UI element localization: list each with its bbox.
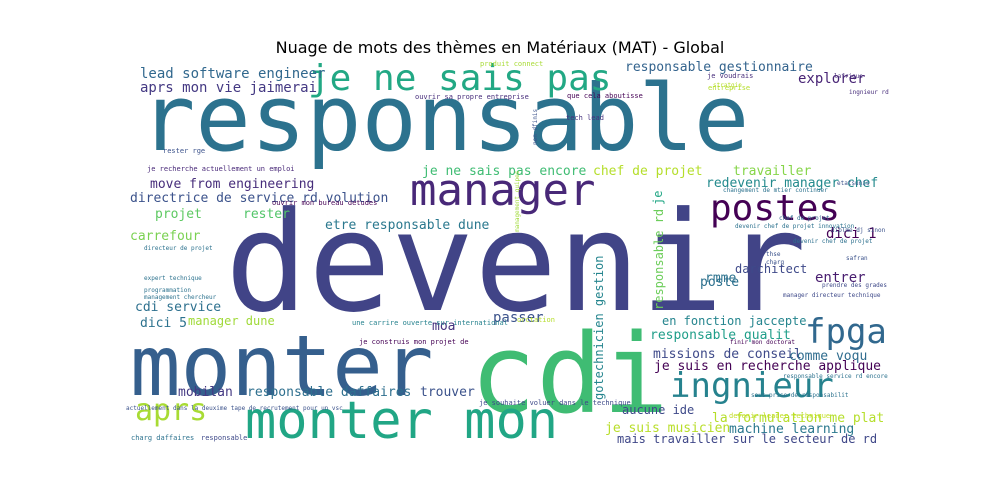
word-1: devenir xyxy=(225,182,807,343)
word-29: poste xyxy=(700,275,739,290)
word-30: cdi service xyxy=(135,300,221,315)
word-15: je ne sais pas encore xyxy=(422,164,587,179)
word-28: entrer xyxy=(815,270,866,286)
word-67: expert technique xyxy=(144,275,202,282)
word-11: lead software engineer xyxy=(140,66,325,82)
word-78: changement de mtier continuer xyxy=(723,187,828,194)
word-73: je souhaite voluer dans le technique xyxy=(479,399,631,407)
word-35: en fonction jaccepte xyxy=(662,314,807,328)
word-48: je suis musicien xyxy=(605,421,730,436)
word-77: finir mon doctorat xyxy=(730,339,795,346)
word-50: mais travailler sur le secteur de rd xyxy=(617,432,877,446)
word-4: monter mon xyxy=(245,391,558,451)
word-59: prendre des grades xyxy=(822,282,887,289)
word-88: nen dfinis xyxy=(532,108,539,145)
word-7: postes xyxy=(710,188,840,229)
word-19: move from engineering xyxy=(150,177,314,192)
word-49: machine learning xyxy=(729,422,854,437)
word-23: etre responsable dune xyxy=(325,218,490,233)
word-76: responsable xyxy=(201,434,247,442)
word-22: rester xyxy=(243,207,290,222)
word-40: mobilan xyxy=(178,385,233,400)
word-62: etatsunis xyxy=(837,180,870,187)
word-69: management chercheur xyxy=(144,294,217,301)
word-18: redevenir manager chef xyxy=(706,176,878,191)
word-26: darchitect xyxy=(735,262,807,276)
word-31: moa xyxy=(432,319,455,334)
word-38: comme voqu xyxy=(789,349,867,364)
word-14: explorer xyxy=(798,71,865,87)
word-83: produit connect xyxy=(480,60,543,68)
word-39: je suis en recherche applique xyxy=(654,359,881,374)
word-66: directeur de projet xyxy=(144,245,213,252)
word-87: rester rge xyxy=(163,147,205,155)
word-60: ingnieur rd xyxy=(849,89,889,96)
word-42: trouver xyxy=(420,385,475,400)
word-17: travailler xyxy=(733,164,811,179)
word-52: entreprise xyxy=(708,84,750,92)
word-33: dici 5 xyxy=(140,316,187,331)
word-89: sous prise de responsabilit xyxy=(751,392,849,399)
word-54: chef de projet xyxy=(779,215,830,222)
word-45: je xyxy=(651,191,665,205)
word-75: charg daffaires xyxy=(131,434,194,442)
word-37: missions de conseil xyxy=(653,347,802,362)
word-46: aucune ide xyxy=(622,403,694,417)
word-41: responsable daffaires xyxy=(247,385,411,400)
word-80: ouvrir sa propre entreprise xyxy=(415,93,529,101)
word-27: rmme xyxy=(705,271,736,286)
word-61: lafrique xyxy=(834,73,863,80)
word-55: safran xyxy=(846,255,868,262)
word-74: actuellement dans la deuxime tape de rec… xyxy=(126,405,343,412)
word-9: fpga xyxy=(805,312,887,352)
word-90: stratgie xyxy=(713,82,742,89)
word-56: thse xyxy=(766,251,781,258)
word-85: orctation xyxy=(517,316,555,324)
word-36: responsable qualit xyxy=(650,328,791,343)
word-82: je voudrais xyxy=(707,72,753,80)
word-43: gotechnicien gestion xyxy=(592,256,606,401)
word-5: manager xyxy=(410,165,595,216)
word-81: que cela aboutisse xyxy=(567,92,643,100)
word-2: monter xyxy=(130,317,433,415)
word-10: aprs xyxy=(135,393,207,428)
word-64: devenir leader technique xyxy=(729,412,830,420)
word-53: devenir chef de projet xyxy=(793,238,873,245)
word-13: responsable gestionnaire xyxy=(625,60,813,75)
word-57: charg xyxy=(766,259,784,266)
word-44: responsable rd xyxy=(652,209,666,310)
word-21: projet xyxy=(155,207,202,222)
word-0: responsable xyxy=(140,65,749,172)
word-6: je ne sais pas xyxy=(308,58,611,99)
word-84: responsable service rd encore xyxy=(783,373,888,380)
word-32: passer xyxy=(493,310,544,326)
word-24: carrefour xyxy=(130,229,201,244)
word-65: ouvrir mon bureau detudes xyxy=(272,199,377,207)
word-12: aprs mon vie jaimerai xyxy=(140,80,317,96)
word-20: directrice de service rd volution xyxy=(130,191,388,206)
word-8: ingnieur xyxy=(670,366,834,406)
word-79: devenir chef de projet innovation xyxy=(735,223,855,230)
word-86: management quipes xyxy=(514,170,521,232)
word-58: manager directeur technique xyxy=(783,292,881,299)
word-25: dici 1 xyxy=(826,226,877,242)
word-51: tech lead xyxy=(566,114,604,122)
word-70: je recherche actuellement un emploi xyxy=(147,165,295,173)
word-34: manager dune xyxy=(188,314,275,328)
word-68: programmation xyxy=(144,287,191,294)
word-16: chef de projet xyxy=(593,164,703,179)
word-72: je construis mon projet de xyxy=(359,338,469,346)
word-63: diplme dj sinon xyxy=(831,227,886,234)
word-3: cdi xyxy=(470,310,669,438)
word-71: une carrire ouverte sur international xyxy=(352,319,508,327)
chart-title: Nuage de mots des thèmes en Matériaux (M… xyxy=(276,38,725,57)
word-47: la formulation me plat xyxy=(712,411,884,426)
